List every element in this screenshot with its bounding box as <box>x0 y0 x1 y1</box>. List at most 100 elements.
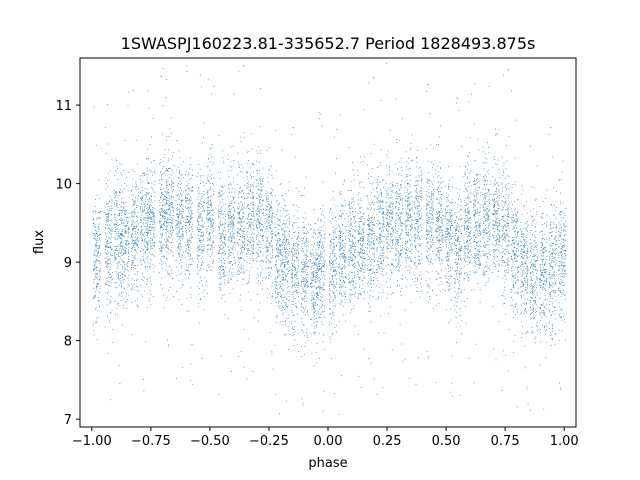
data-point <box>243 241 245 242</box>
data-point <box>163 211 164 212</box>
data-point <box>239 229 241 231</box>
data-point <box>248 239 249 241</box>
data-point <box>310 252 312 254</box>
data-point <box>131 224 133 226</box>
data-point <box>340 269 342 271</box>
data-point <box>225 230 226 232</box>
data-point <box>152 296 154 297</box>
data-point <box>240 225 242 227</box>
data-point <box>323 247 325 248</box>
data-point <box>307 314 309 316</box>
data-point <box>229 205 231 207</box>
data-point <box>294 260 295 261</box>
data-point <box>344 261 345 262</box>
data-point <box>153 215 155 217</box>
data-point <box>271 195 273 197</box>
data-point <box>286 241 287 243</box>
data-point <box>122 229 124 231</box>
data-point <box>149 297 150 299</box>
data-point <box>316 287 318 288</box>
data-point <box>259 201 260 203</box>
data-point <box>332 246 334 248</box>
data-point <box>269 225 270 226</box>
data-point <box>279 219 281 220</box>
data-point <box>330 313 331 315</box>
data-point <box>153 184 155 186</box>
data-point <box>324 233 326 235</box>
data-point <box>110 225 112 226</box>
data-point <box>222 201 223 203</box>
data-point <box>246 227 248 229</box>
data-point <box>228 238 230 239</box>
data-point <box>227 226 229 227</box>
data-point <box>153 245 155 246</box>
data-point <box>256 261 258 263</box>
data-point <box>138 188 139 190</box>
data-point <box>311 268 313 270</box>
data-point <box>121 273 123 275</box>
data-point <box>270 240 272 242</box>
data-point <box>312 262 314 264</box>
data-point <box>141 193 143 195</box>
data-point <box>260 246 261 248</box>
data-point <box>199 199 201 201</box>
data-point <box>329 288 331 290</box>
data-point <box>140 251 141 253</box>
data-point <box>207 213 209 215</box>
data-point <box>333 233 335 235</box>
data-point <box>140 261 142 263</box>
data-point <box>294 266 295 268</box>
data-point <box>315 282 316 283</box>
data-point <box>166 139 168 141</box>
data-point <box>266 250 268 252</box>
data-point <box>141 210 143 212</box>
data-point <box>227 196 229 198</box>
data-point <box>209 161 211 163</box>
data-point <box>198 282 200 283</box>
data-point <box>280 250 281 252</box>
data-point <box>233 225 235 227</box>
data-point <box>169 195 170 197</box>
data-point <box>319 241 320 243</box>
data-point <box>321 237 323 239</box>
data-point <box>333 280 334 282</box>
data-point <box>162 215 164 217</box>
data-point <box>148 158 149 159</box>
data-point <box>280 294 281 295</box>
data-point <box>339 229 340 231</box>
data-point <box>288 242 289 244</box>
data-point <box>291 281 293 283</box>
data-point <box>231 252 233 254</box>
data-point <box>98 179 100 181</box>
data-point <box>297 287 299 288</box>
data-point <box>92 269 94 271</box>
data-point <box>228 249 230 250</box>
data-point <box>240 187 241 188</box>
data-point <box>306 259 308 260</box>
data-point <box>211 224 213 226</box>
data-point <box>220 233 222 235</box>
data-point <box>141 214 143 216</box>
data-point <box>163 256 165 257</box>
data-point <box>339 286 340 288</box>
data-point <box>114 252 116 253</box>
data-point <box>280 320 282 322</box>
data-point <box>202 193 204 195</box>
data-point <box>95 258 97 260</box>
data-point <box>265 200 267 202</box>
data-point <box>176 227 178 229</box>
data-point <box>292 294 294 295</box>
data-point <box>293 215 295 217</box>
data-point <box>335 220 337 222</box>
data-point <box>253 244 254 246</box>
data-point <box>96 269 98 271</box>
data-point <box>97 282 99 284</box>
data-point <box>227 214 229 216</box>
data-point <box>301 195 302 197</box>
data-point <box>147 234 148 235</box>
data-points <box>92 63 567 415</box>
data-point <box>135 184 137 185</box>
data-point <box>275 130 276 131</box>
data-point <box>208 244 209 246</box>
data-point <box>114 224 115 226</box>
